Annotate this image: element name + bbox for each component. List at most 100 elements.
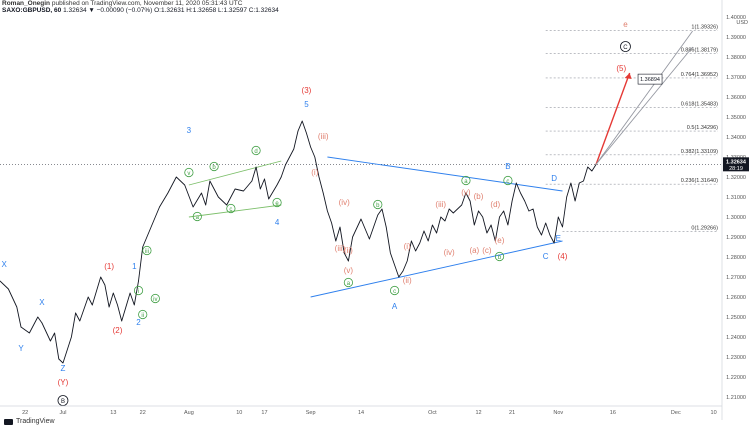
price-point <box>369 238 370 240</box>
wave-label: c <box>506 179 509 185</box>
wave-label: 1 <box>132 262 137 271</box>
wave-label: 4 <box>275 218 280 227</box>
wave-label: C <box>623 45 628 51</box>
wave-label: (d) <box>490 200 500 209</box>
time-tick-label: 16 <box>610 410 616 416</box>
price-tick-label: 1.39000 <box>726 35 746 41</box>
wave-label-circle <box>494 251 505 262</box>
wave-label: (4) <box>558 252 568 261</box>
price-point <box>310 146 311 148</box>
wave-label: e <box>275 201 279 207</box>
wave-label: 5 <box>304 100 309 109</box>
author-name: Roman_Onegin <box>2 0 51 7</box>
price-point <box>411 240 412 242</box>
price-series-line <box>0 120 597 364</box>
wave-label: (a) <box>469 246 479 255</box>
time-tick-label: Nov <box>553 410 563 416</box>
price-point <box>490 224 492 226</box>
price-point <box>566 196 568 198</box>
wave-label: (ii) <box>403 276 412 285</box>
countdown-label: 28:19 <box>729 166 743 172</box>
time-tick-label: Sep <box>306 410 316 416</box>
fib-level-label: 0.382(1.33109) <box>681 149 718 155</box>
trend-line-green-channel-upper <box>188 160 282 186</box>
wave-label: B <box>61 399 65 405</box>
wave-label: (iii) <box>435 200 446 209</box>
trend-line-triangle-lower <box>310 240 563 298</box>
wave-label: b <box>212 165 216 171</box>
time-tick-label: Jul <box>59 410 66 416</box>
price-point <box>385 226 387 228</box>
wave-label: (v) <box>461 188 471 197</box>
wave-label: c <box>229 207 232 213</box>
wave-label: (5) <box>616 64 626 73</box>
price-point <box>398 276 400 278</box>
trend-line-fan-1 <box>595 30 693 165</box>
wave-label: (ii) <box>344 246 353 255</box>
price-point <box>541 234 542 236</box>
price-tick-label: 1.35000 <box>726 115 746 121</box>
publish-info: Roman_Onegin published on TradingView.co… <box>2 0 242 8</box>
wave-label: 2 <box>136 318 141 327</box>
fib-level-label: 0.886(1.38179) <box>681 47 718 53</box>
price-point <box>280 176 282 178</box>
time-tick-label: 10 <box>711 410 717 416</box>
tradingview-logo-text: TradingView <box>16 418 55 425</box>
wave-label: (2) <box>113 326 123 335</box>
wave-label: e <box>623 20 628 29</box>
time-tick-label: 10 <box>236 410 242 416</box>
price-point <box>478 210 479 212</box>
price-point <box>322 192 324 194</box>
tradingview-mark-icon <box>4 418 13 425</box>
price-point <box>335 240 337 242</box>
wave-label: (v) <box>344 266 354 275</box>
fib-level-label: 1(1.39326) <box>691 24 718 30</box>
price-tick-label: 1.36000 <box>726 95 746 101</box>
wave-label: b <box>498 255 502 261</box>
price-tick-label: 1.40000 <box>726 15 746 21</box>
price-tick-label: 1.27000 <box>726 275 746 281</box>
wave-label: (3) <box>302 86 312 95</box>
price-point <box>503 210 505 212</box>
wave-label: d <box>254 149 257 155</box>
wave-label-circle <box>192 211 202 222</box>
symbol-info: SAXO:GBPUSD, 60 1.32634 ▼ −0.00090 (−0.0… <box>2 7 279 15</box>
wave-label-circle <box>272 197 282 208</box>
wave-label: iv <box>153 297 157 303</box>
wave-label-circle <box>133 285 144 296</box>
price-point <box>205 204 207 206</box>
wave-label: (iii) <box>335 244 346 253</box>
wave-label: iii <box>145 249 149 255</box>
time-tick-label: 12 <box>475 410 481 416</box>
price-tick-label: 1.24000 <box>726 335 746 341</box>
wave-label: Z <box>61 364 66 373</box>
wave-label: i <box>138 289 139 295</box>
trend-line-green-channel-lower <box>188 204 282 218</box>
price-point <box>184 184 186 186</box>
wave-label: (b) <box>474 192 484 201</box>
price-tick-label: 1.29000 <box>726 235 746 241</box>
wave-label: E <box>556 234 561 243</box>
target-price-box <box>637 73 663 85</box>
wave-label-circle <box>57 395 69 406</box>
wave-label: (iv) <box>444 248 455 257</box>
price-tick-label: 1.38000 <box>726 55 746 61</box>
price-point <box>108 306 110 308</box>
wave-label: (i) <box>404 242 411 251</box>
wave-label-circle <box>251 145 261 156</box>
wave-label: C <box>543 252 549 261</box>
price-point <box>436 232 437 234</box>
wave-label: 3 <box>187 126 192 135</box>
price-point <box>121 320 123 322</box>
fib-level-label: 0.236(1.31640) <box>681 178 718 184</box>
time-tick-label: Aug <box>184 410 194 416</box>
price-point <box>41 322 43 324</box>
price-point <box>264 178 265 180</box>
price-tick-label: 1.25000 <box>726 315 746 321</box>
time-tick-label: Oct <box>428 410 437 416</box>
symbol-name: SAXO:GBPUSD, 60 <box>2 7 62 14</box>
price-point <box>159 206 160 208</box>
fib-level-label: 0.618(1.35483) <box>681 101 718 107</box>
price-tick-label: 1.21000 <box>726 395 746 401</box>
